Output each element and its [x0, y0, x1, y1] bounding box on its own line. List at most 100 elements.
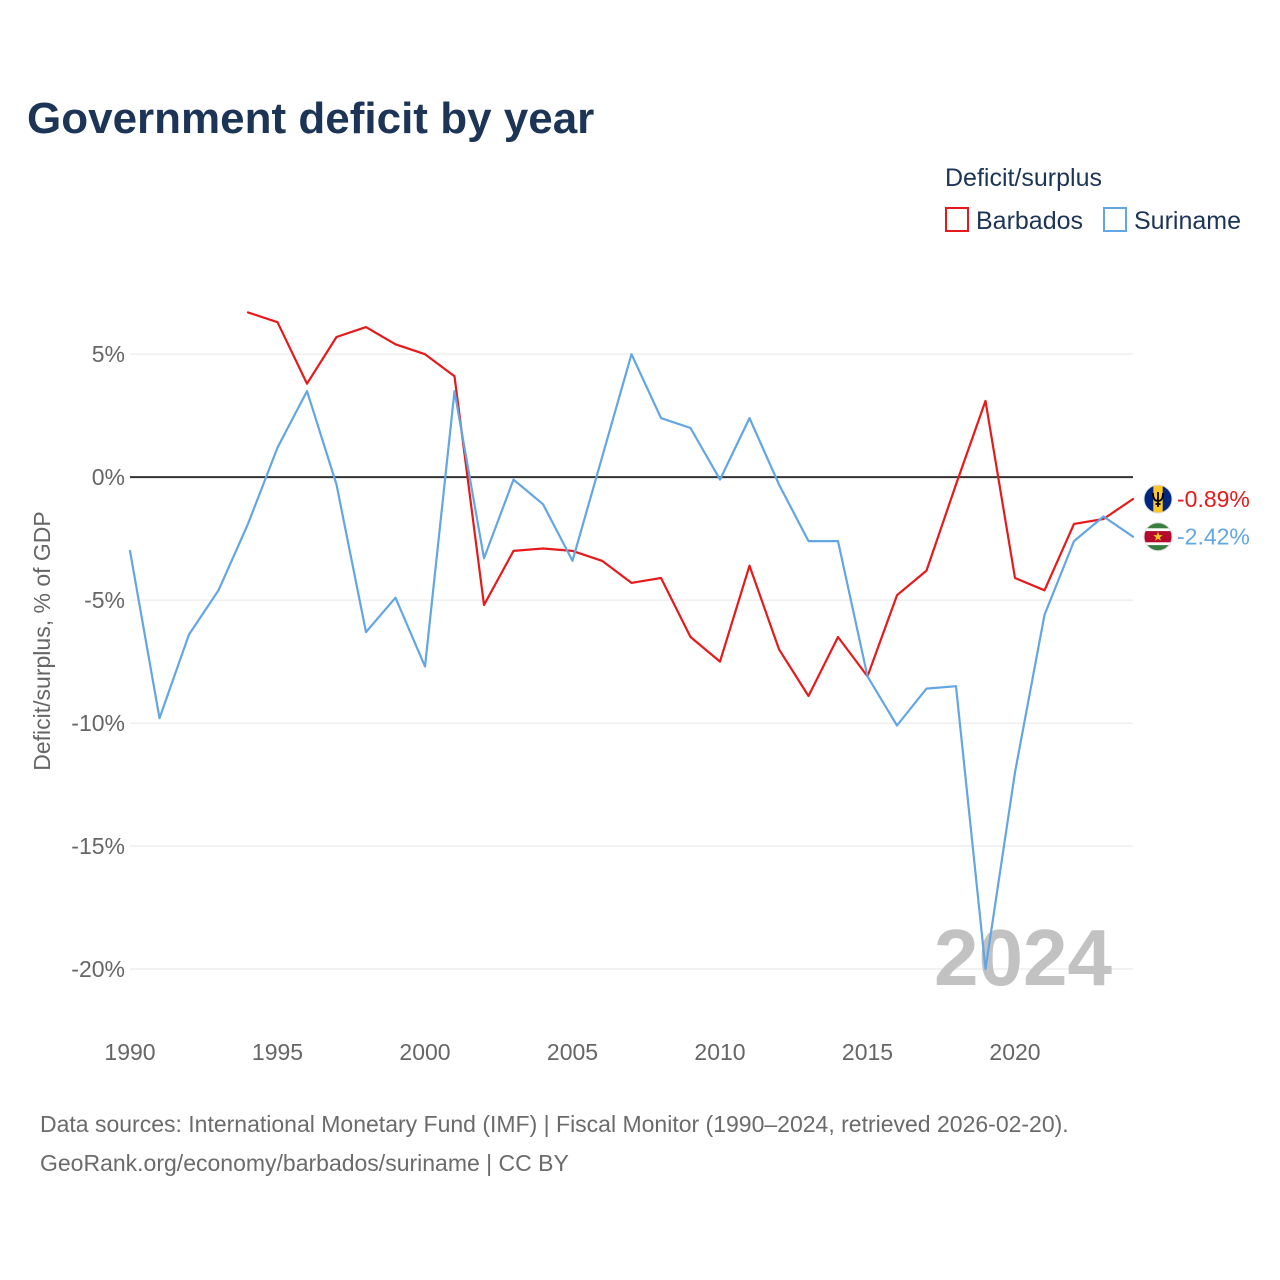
x-tick-label: 2015 — [842, 1039, 893, 1065]
chart-title: Government deficit by year — [27, 94, 594, 143]
y-tick-label: 0% — [92, 464, 125, 490]
x-tick-label: 1990 — [104, 1039, 155, 1065]
suriname-point[interactable] — [746, 414, 754, 422]
barbados-point[interactable] — [598, 557, 606, 565]
suriname-point[interactable] — [274, 444, 282, 452]
suriname-point[interactable] — [480, 554, 488, 562]
suriname-point[interactable] — [1011, 768, 1019, 776]
y-tick-label: 5% — [92, 341, 125, 367]
x-tick-label: 2000 — [399, 1039, 450, 1065]
end-label-barbados: -0.89% — [1177, 486, 1250, 512]
barbados-flag-icon — [1143, 484, 1173, 514]
barbados-point[interactable] — [805, 692, 813, 700]
barbados-point[interactable] — [1011, 574, 1019, 582]
y-tick-label: -20% — [71, 956, 125, 982]
suriname-point[interactable] — [451, 387, 459, 395]
suriname-point[interactable] — [716, 476, 724, 484]
x-axis-ticks: 1990 1995 2000 2005 2010 2015 2020 — [104, 1039, 1040, 1065]
x-tick-label: 2005 — [547, 1039, 598, 1065]
suriname-point[interactable] — [569, 557, 577, 565]
barbados-point[interactable] — [628, 579, 636, 587]
barbados-point[interactable] — [510, 547, 518, 555]
legend-item-barbados[interactable]: Barbados — [945, 207, 1083, 235]
barbados-point[interactable] — [746, 562, 754, 570]
end-label-suriname: -2.42% — [1177, 524, 1250, 550]
suriname-point[interactable] — [1100, 512, 1108, 520]
suriname-point[interactable] — [598, 453, 606, 461]
suriname-point[interactable] — [392, 594, 400, 602]
barbados-point[interactable] — [480, 601, 488, 609]
barbados-point[interactable] — [1041, 586, 1049, 594]
suriname-point[interactable] — [333, 481, 341, 489]
barbados-point[interactable] — [333, 333, 341, 341]
legend-title: Deficit/surplus — [945, 164, 1102, 192]
suriname-point[interactable] — [244, 520, 252, 528]
year-watermark: 2024 — [934, 913, 1112, 1002]
suriname-point[interactable] — [1041, 611, 1049, 619]
barbados-point[interactable] — [687, 633, 695, 641]
barbados-point[interactable] — [274, 318, 282, 326]
barbados-point[interactable] — [657, 574, 665, 582]
suriname-line — [128, 353, 1135, 971]
suriname-point[interactable] — [126, 547, 134, 555]
barbados-point[interactable] — [923, 567, 931, 575]
suriname-point[interactable] — [657, 414, 665, 422]
suriname-point[interactable] — [539, 500, 547, 508]
barbados-point[interactable] — [834, 633, 842, 641]
suriname-point[interactable] — [923, 685, 931, 693]
legend: Deficit/surplus Barbados Suriname — [945, 164, 1241, 235]
suriname-point[interactable] — [1070, 537, 1078, 545]
barbados-point[interactable] — [303, 380, 311, 388]
barbados-point[interactable] — [421, 350, 429, 358]
suriname-point[interactable] — [628, 350, 636, 358]
legend-swatch-barbados[interactable] — [945, 207, 969, 232]
suriname-point[interactable] — [952, 682, 960, 690]
barbados-point[interactable] — [362, 323, 370, 331]
legend-label-suriname[interactable]: Suriname — [1134, 207, 1241, 235]
barbados-point[interactable] — [392, 340, 400, 348]
suriname-point[interactable] — [1129, 533, 1137, 541]
x-tick-label: 2020 — [989, 1039, 1040, 1065]
legend-swatch-suriname[interactable] — [1103, 207, 1127, 232]
suriname-point[interactable] — [687, 424, 695, 432]
y-tick-label: -10% — [71, 710, 125, 736]
barbados-point[interactable] — [775, 645, 783, 653]
suriname-point[interactable] — [156, 714, 164, 722]
legend-item-suriname[interactable]: Suriname — [1103, 207, 1241, 235]
footer-credit: GeoRank.org/economy/barbados/suriname | … — [40, 1150, 569, 1176]
series-layer — [126, 308, 1137, 973]
barbados-point[interactable] — [893, 591, 901, 599]
suriname-point[interactable] — [215, 586, 223, 594]
barbados-point[interactable] — [952, 481, 960, 489]
barbados-point[interactable] — [1070, 520, 1078, 528]
x-tick-label: 2010 — [694, 1039, 745, 1065]
barbados-point[interactable] — [1129, 495, 1137, 503]
suriname-point[interactable] — [834, 537, 842, 545]
suriname-point[interactable] — [805, 537, 813, 545]
suriname-point[interactable] — [775, 481, 783, 489]
suriname-point[interactable] — [421, 663, 429, 671]
footer-sources: Data sources: International Monetary Fun… — [40, 1111, 1069, 1137]
barbados-point[interactable] — [244, 308, 252, 316]
x-tick-label: 1995 — [252, 1039, 303, 1065]
suriname-point[interactable] — [510, 476, 518, 484]
y-axis-title: Deficit/surplus, % of GDP — [29, 511, 55, 770]
barbados-line — [246, 311, 1135, 698]
y-tick-label: -5% — [84, 587, 125, 613]
legend-label-barbados[interactable]: Barbados — [976, 207, 1083, 235]
y-axis-ticks: 5% -5% -10% -15% -20% 0% — [71, 341, 125, 982]
suriname-point[interactable] — [185, 631, 193, 639]
barbados-point[interactable] — [982, 397, 990, 405]
barbados-point[interactable] — [539, 544, 547, 552]
barbados-point[interactable] — [451, 372, 459, 380]
suriname-flag-icon — [1143, 522, 1173, 552]
suriname-point[interactable] — [303, 387, 311, 395]
suriname-point[interactable] — [864, 672, 872, 680]
suriname-point[interactable] — [893, 722, 901, 730]
suriname-point[interactable] — [982, 965, 990, 973]
suriname-point[interactable] — [362, 628, 370, 636]
y-tick-label: -15% — [71, 833, 125, 859]
barbados-point[interactable] — [716, 658, 724, 666]
